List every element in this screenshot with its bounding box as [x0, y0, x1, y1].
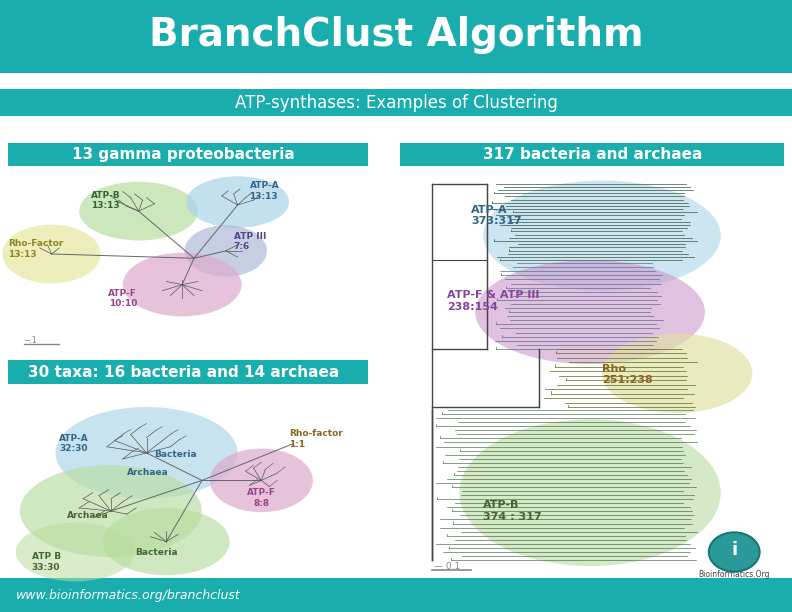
Text: ATP-B
13:13: ATP-B 13:13	[91, 191, 120, 211]
Text: 30 taxa: 16 bacteria and 14 archaea: 30 taxa: 16 bacteria and 14 archaea	[29, 365, 339, 379]
Ellipse shape	[123, 253, 242, 316]
Text: i: i	[731, 540, 737, 559]
Bar	[0, 89, 792, 116]
Text: BranchClust Algorithm: BranchClust Algorithm	[149, 17, 643, 54]
Ellipse shape	[20, 465, 202, 557]
Bar	[0, 166, 792, 361]
Text: 317 bacteria and archaea: 317 bacteria and archaea	[483, 147, 702, 162]
Text: ATP-synthases: Examples of Clustering: ATP-synthases: Examples of Clustering	[234, 94, 558, 112]
Text: ATP-F
8:8: ATP-F 8:8	[247, 488, 276, 508]
Text: www.bioinformatics.org/branchclust: www.bioinformatics.org/branchclust	[16, 589, 241, 602]
Ellipse shape	[2, 225, 101, 283]
Text: Bacteria: Bacteria	[154, 450, 197, 458]
Text: — 0.1: — 0.1	[434, 562, 460, 570]
Bar	[0, 0, 792, 73]
Ellipse shape	[103, 508, 230, 575]
Ellipse shape	[475, 260, 705, 364]
Ellipse shape	[210, 449, 313, 512]
Circle shape	[709, 532, 760, 572]
Ellipse shape	[186, 176, 289, 228]
Ellipse shape	[79, 182, 198, 241]
Text: Rho-Factor
13:13: Rho-Factor 13:13	[8, 239, 63, 259]
Ellipse shape	[459, 419, 721, 566]
Ellipse shape	[16, 523, 135, 581]
Text: ATP-A
13:13: ATP-A 13:13	[249, 181, 280, 201]
Ellipse shape	[185, 225, 267, 277]
Text: ─.1: ─.1	[24, 336, 36, 345]
Ellipse shape	[602, 334, 752, 413]
Bar	[8, 360, 368, 384]
Text: Rho
251:238: Rho 251:238	[602, 364, 653, 386]
Text: ATP III
7:6: ATP III 7:6	[234, 232, 266, 252]
Text: ATP-F & ATP III
238:154: ATP-F & ATP III 238:154	[447, 290, 540, 312]
Bar	[0, 578, 792, 612]
Text: Archaea: Archaea	[67, 511, 109, 520]
Text: 13 gamma proteobacteria: 13 gamma proteobacteria	[72, 147, 295, 162]
Bar	[8, 143, 368, 166]
Bar	[0, 116, 792, 144]
Bar	[400, 143, 784, 166]
Ellipse shape	[55, 407, 238, 499]
Text: Archaea: Archaea	[127, 468, 169, 477]
Text: Rho-factor
1:1: Rho-factor 1:1	[289, 429, 343, 449]
Bar	[0, 73, 792, 89]
Text: ATP-A
32:30: ATP-A 32:30	[59, 434, 89, 453]
Text: ATP B
33:30: ATP B 33:30	[32, 552, 61, 572]
Text: ATP-B
374 : 317: ATP-B 374 : 317	[483, 500, 542, 522]
Text: ATP-F
10:10: ATP-F 10:10	[109, 289, 137, 308]
Text: ATP-A
373:317: ATP-A 373:317	[471, 204, 522, 226]
Ellipse shape	[483, 181, 721, 291]
Text: Bioinformatics.Org: Bioinformatics.Org	[699, 570, 770, 578]
Text: Bacteria: Bacteria	[135, 548, 177, 556]
